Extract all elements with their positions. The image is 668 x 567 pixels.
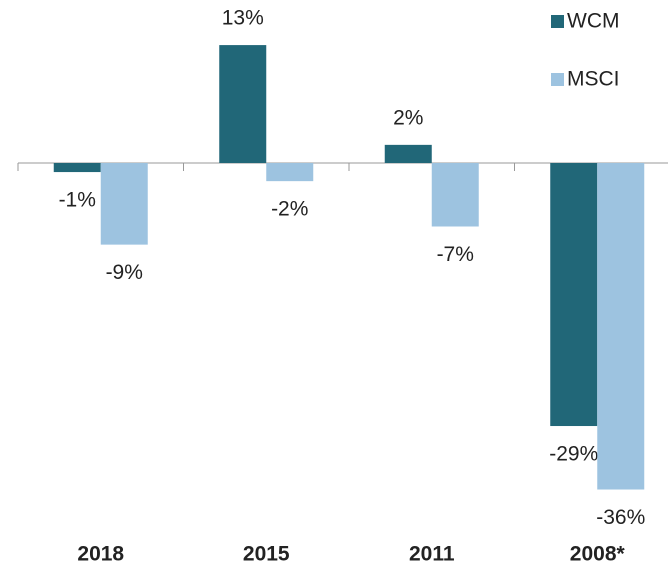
bar [431, 163, 479, 227]
x-tick-label: 2008* [570, 543, 626, 566]
x-tick-label: 2018 [77, 543, 124, 566]
legend-swatch [551, 15, 564, 28]
bar [550, 163, 598, 427]
bar [100, 163, 148, 245]
value-label: -29% [549, 443, 598, 466]
bar [266, 163, 314, 182]
bar [384, 144, 432, 163]
legend-swatch [551, 73, 564, 86]
legend-label: WCM [567, 10, 619, 33]
value-label: -9% [106, 261, 143, 284]
value-label: -2% [271, 198, 308, 221]
bar [597, 163, 645, 490]
value-label: 13% [222, 7, 264, 30]
value-label: -1% [59, 189, 96, 212]
value-label: -36% [596, 506, 645, 529]
value-label: -7% [437, 243, 474, 266]
bar [219, 45, 267, 164]
x-tick-label: 2011 [409, 543, 455, 566]
legend-label: MSCI [567, 68, 620, 91]
x-tick-label: 2015 [243, 543, 290, 566]
bar [53, 163, 101, 173]
value-label: 2% [393, 106, 423, 129]
